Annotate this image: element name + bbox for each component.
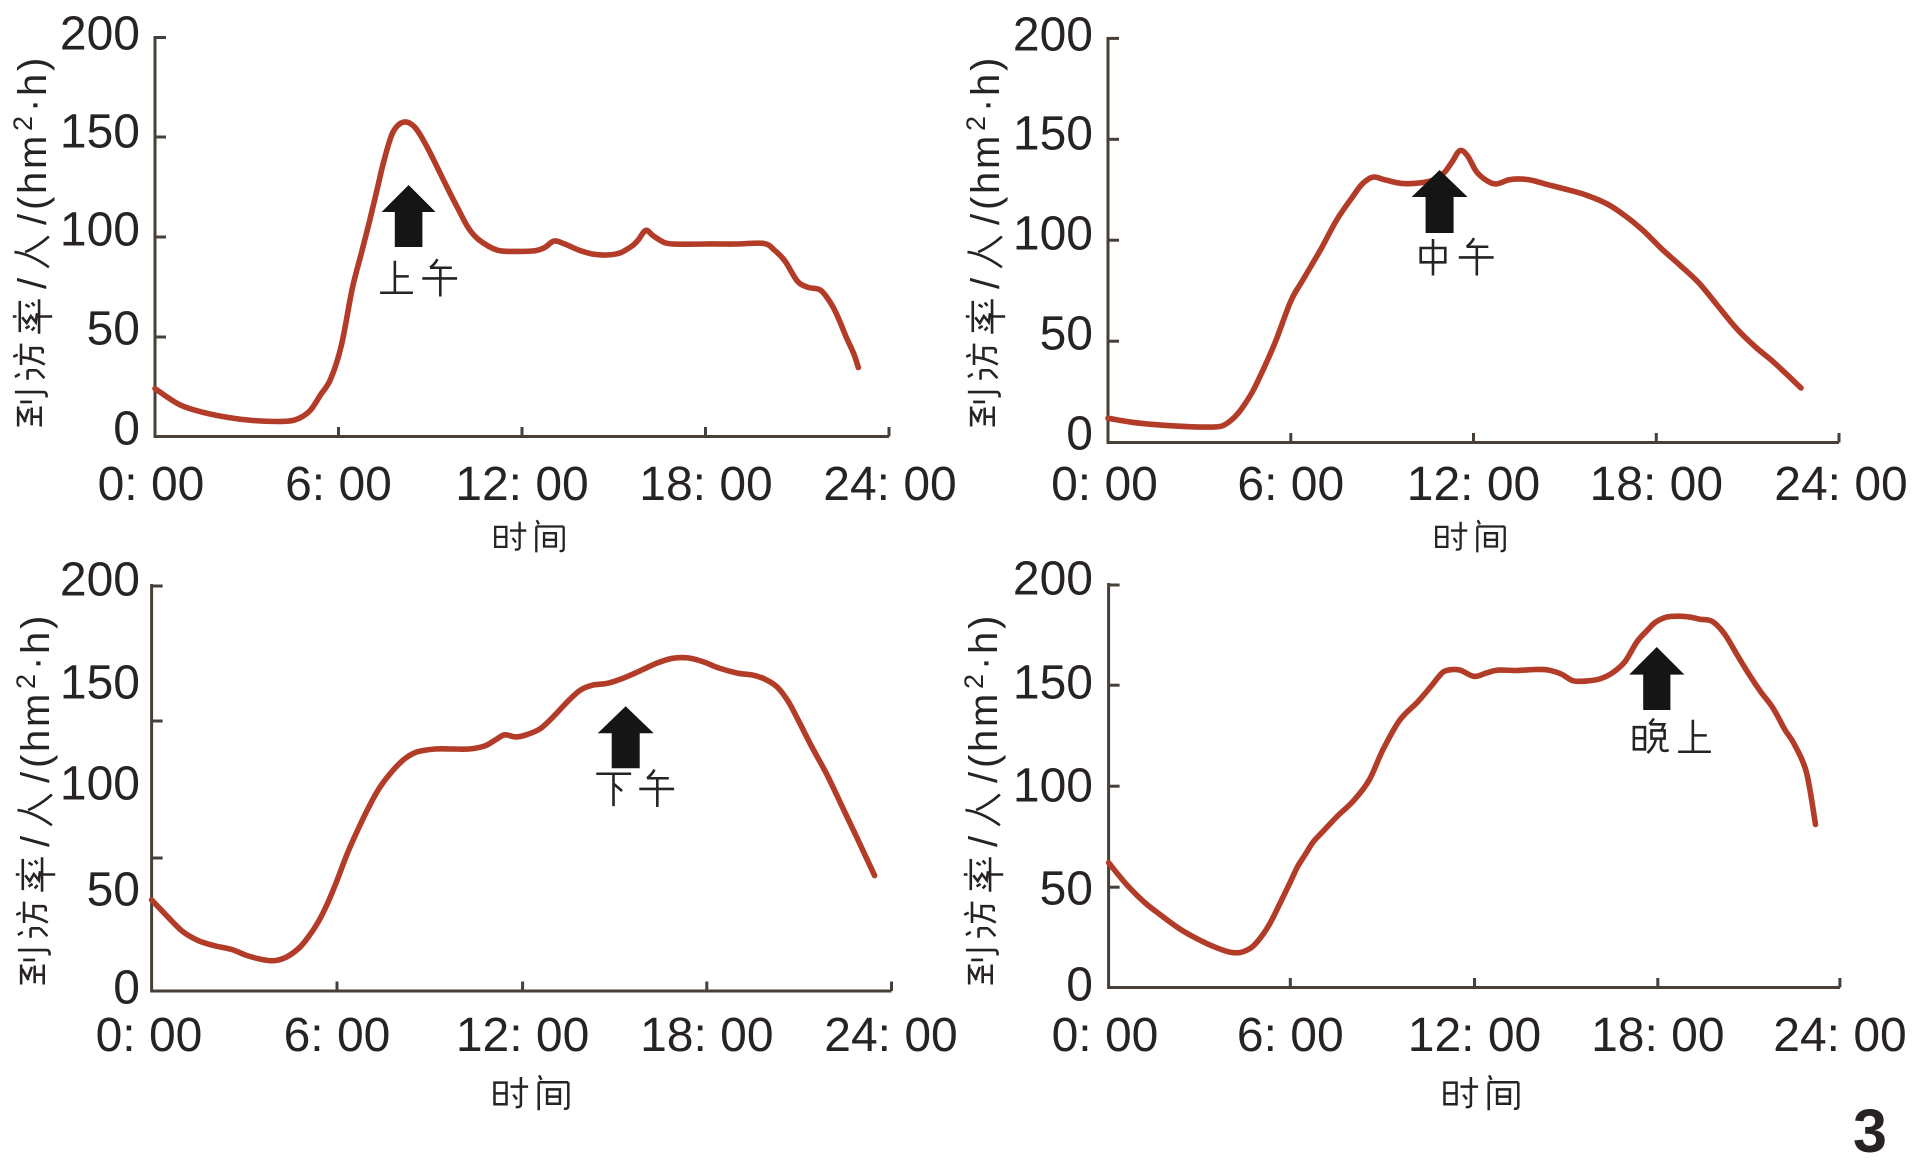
svg-text:0: 0: [1066, 959, 1093, 1012]
svg-text:24: 00: 24: 00: [823, 458, 956, 511]
svg-text:18: 00: 18: 00: [1591, 1009, 1724, 1062]
svg-text:0: 00: 0: 00: [98, 458, 205, 511]
svg-text:h: h: [964, 74, 1008, 96]
svg-text:0: 00: 0: 00: [1052, 1009, 1159, 1062]
svg-text:200: 200: [1013, 9, 1093, 62]
svg-text:/: /: [962, 771, 1006, 783]
svg-text:h: h: [964, 172, 1008, 194]
svg-text:100: 100: [1013, 208, 1093, 261]
svg-text:·: ·: [964, 99, 1008, 112]
svg-text:m: m: [11, 136, 55, 169]
svg-text:0: 0: [1066, 408, 1093, 461]
svg-text:100: 100: [1013, 760, 1093, 813]
svg-text:150: 150: [60, 106, 140, 159]
svg-text:3: 3: [1853, 1097, 1887, 1164]
svg-text:200: 200: [60, 8, 140, 61]
svg-text:m: m: [14, 694, 58, 727]
svg-text:·: ·: [962, 657, 1006, 670]
svg-text:h: h: [11, 74, 55, 96]
svg-text:(: (: [11, 196, 55, 210]
svg-text:0: 0: [113, 403, 140, 456]
svg-text:/: /: [14, 835, 58, 847]
svg-text:/: /: [964, 277, 1008, 289]
svg-text:/: /: [11, 213, 55, 225]
svg-text:12: 00: 12: 00: [455, 458, 588, 511]
svg-text:12: 00: 12: 00: [1408, 1009, 1541, 1062]
svg-text:100: 100: [60, 204, 140, 257]
svg-text:m: m: [964, 136, 1008, 169]
svg-text:2: 2: [11, 674, 41, 689]
svg-text:(: (: [14, 754, 58, 768]
svg-text:200: 200: [60, 554, 140, 607]
svg-text:0: 0: [113, 962, 140, 1015]
svg-text:24: 00: 24: 00: [1774, 458, 1907, 511]
svg-text:(: (: [964, 196, 1008, 210]
svg-text:(: (: [962, 754, 1006, 768]
svg-text:24: 00: 24: 00: [824, 1009, 957, 1062]
svg-text:0: 00: 0: 00: [96, 1009, 203, 1062]
svg-text:24: 00: 24: 00: [1773, 1009, 1906, 1062]
svg-text:h: h: [14, 730, 58, 752]
svg-text:/: /: [964, 213, 1008, 225]
svg-text:2: 2: [959, 674, 989, 689]
svg-text:): ): [964, 58, 1008, 71]
svg-text:2: 2: [961, 116, 991, 131]
svg-text:18: 00: 18: 00: [1590, 458, 1723, 511]
svg-text:): ): [14, 616, 58, 629]
svg-text:m: m: [962, 694, 1006, 727]
svg-text:50: 50: [1040, 863, 1093, 916]
svg-text:h: h: [962, 632, 1006, 654]
svg-text:18: 00: 18: 00: [640, 1009, 773, 1062]
svg-text:50: 50: [87, 303, 140, 356]
svg-text:h: h: [11, 172, 55, 194]
svg-text:/: /: [11, 277, 55, 289]
svg-text:18: 00: 18: 00: [639, 458, 772, 511]
svg-text:6: 00: 6: 00: [285, 458, 392, 511]
svg-text:6: 00: 6: 00: [284, 1009, 391, 1062]
svg-text:0: 00: 0: 00: [1051, 458, 1158, 511]
svg-text:·: ·: [14, 657, 58, 670]
svg-text:50: 50: [1040, 308, 1093, 361]
svg-text:200: 200: [1013, 553, 1093, 606]
svg-text:): ): [962, 616, 1006, 629]
svg-text:h: h: [962, 730, 1006, 752]
svg-text:150: 150: [1013, 657, 1093, 710]
svg-text:150: 150: [60, 657, 140, 710]
svg-text:h: h: [14, 632, 58, 654]
svg-text:100: 100: [60, 758, 140, 811]
svg-text:12: 00: 12: 00: [1407, 458, 1540, 511]
svg-text:12: 00: 12: 00: [456, 1009, 589, 1062]
svg-text:/: /: [962, 835, 1006, 847]
svg-text:·: ·: [11, 99, 55, 112]
svg-text:6: 00: 6: 00: [1237, 1009, 1344, 1062]
svg-text:2: 2: [8, 116, 38, 131]
svg-text:/: /: [14, 771, 58, 783]
svg-text:): ): [11, 58, 55, 71]
svg-text:6: 00: 6: 00: [1237, 458, 1344, 511]
svg-text:150: 150: [1013, 108, 1093, 161]
svg-text:50: 50: [87, 864, 140, 917]
